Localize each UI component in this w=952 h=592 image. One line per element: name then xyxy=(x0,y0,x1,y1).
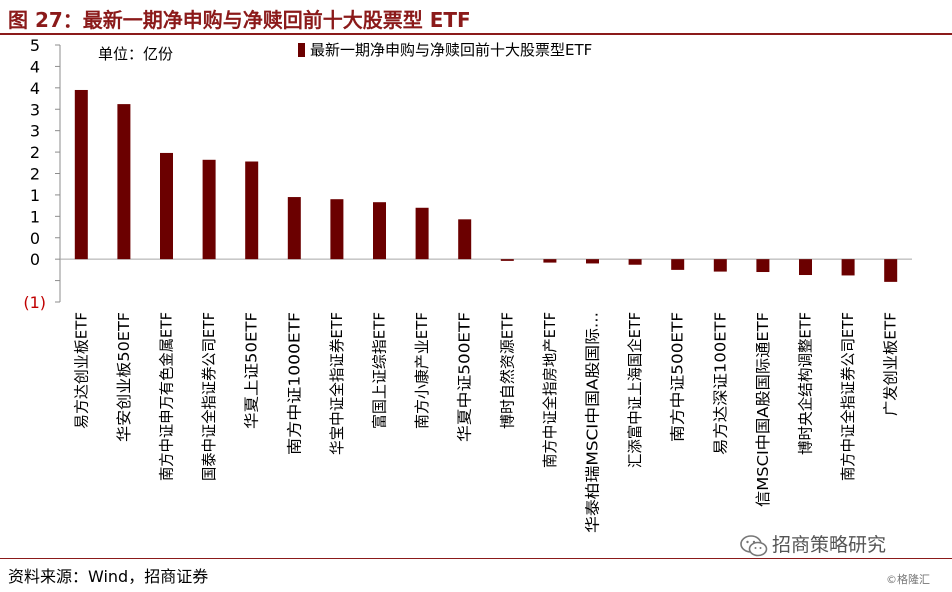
x-tick-label: 博时央企结构调整ETF xyxy=(797,312,815,455)
bar xyxy=(884,259,898,282)
y-tick-label: 2 xyxy=(30,143,40,162)
x-tick-label: 华夏中证500ETF xyxy=(456,312,474,442)
x-tick-label: 易方达创业板ETF xyxy=(72,312,90,429)
bar xyxy=(671,259,685,270)
legend-label: 最新一期净申购与净赎回前十大股票型ETF xyxy=(310,41,592,59)
bar xyxy=(713,259,727,272)
x-tick-label: 博时自然资源ETF xyxy=(498,312,516,429)
bar xyxy=(586,259,599,264)
x-tick-label: 南方中证1000ETF xyxy=(285,312,303,455)
bar xyxy=(74,89,88,260)
bar xyxy=(287,197,301,260)
x-tick-label: 南方中证申万有色金属ETF xyxy=(158,312,176,481)
x-tick-label: 华泰柏瑞MSCI中国A股国际... xyxy=(584,312,602,533)
y-tick-label: 4 xyxy=(30,57,40,76)
bar xyxy=(841,259,855,276)
y-tick-label: 1 xyxy=(30,186,40,205)
bar xyxy=(117,104,131,260)
x-tick-label: 国泰中证全指证券公司ETF xyxy=(200,312,218,481)
x-tick-label: 富国上证综指ETF xyxy=(371,312,389,429)
watermark-text: 招商策略研究 xyxy=(772,534,887,556)
bar-chart: 5 4 4 3 3 2 2 1 1 0 0 (1) 易方达创业板ETF 华安创业板50ETF 南方中证申万… xyxy=(23,36,912,533)
y-tick-label: (1) xyxy=(23,293,46,312)
x-tick-label: 易方达深证100ETF xyxy=(711,312,729,455)
x-tick-label: 华安创业板50ETF xyxy=(115,312,133,442)
unit-label: 单位：亿份 xyxy=(98,45,173,63)
title-divider xyxy=(0,33,952,35)
x-tick-label: 广发创业板ETF xyxy=(882,312,900,416)
watermark-small: ©格隆汇 xyxy=(886,573,930,586)
x-tick-label: 南方中证500ETF xyxy=(669,312,687,442)
bar xyxy=(160,152,173,260)
bar xyxy=(330,199,344,260)
bar xyxy=(415,207,429,260)
x-tick-label: 信MSCI中国A股国际通ETF xyxy=(754,312,772,507)
x-tick-label: 华宝中证全指证券ETF xyxy=(328,312,346,455)
watermark: 招商策略研究 xyxy=(740,530,886,557)
bar xyxy=(500,259,514,261)
y-tick-label: 0 xyxy=(30,229,40,248)
bar xyxy=(756,259,770,273)
wechat-icon xyxy=(740,534,768,557)
x-tick-label: 汇添富中证上海国企ETF xyxy=(626,312,644,468)
bar xyxy=(202,159,216,260)
y-tick-label: 5 xyxy=(30,36,40,55)
y-tick-label: 2 xyxy=(30,165,40,184)
source-note: 资料来源：Wind，招商证券 xyxy=(8,567,209,586)
x-tick-label: 南方中证全指证券公司ETF xyxy=(839,312,857,481)
y-tick-label: 0 xyxy=(30,250,40,269)
bar xyxy=(373,202,386,260)
x-tick-label: 南方中证全指房地产ETF xyxy=(541,312,559,468)
bar xyxy=(799,259,812,276)
bar xyxy=(543,259,557,263)
y-tick-label: 3 xyxy=(30,122,40,141)
x-tick-label: 华夏上证50ETF xyxy=(243,312,261,429)
footer-divider xyxy=(0,558,952,559)
bar xyxy=(628,259,642,265)
figure-title: 图 27：最新一期净申购与净赎回前十大股票型 ETF xyxy=(8,8,471,32)
bar xyxy=(245,161,259,260)
y-tick-label: 1 xyxy=(30,207,40,226)
bar xyxy=(458,219,472,260)
legend-swatch xyxy=(298,43,305,57)
x-tick-label: 南方小康产业ETF xyxy=(413,312,431,429)
y-tick-label: 4 xyxy=(30,79,40,98)
y-tick-label: 3 xyxy=(30,100,40,119)
